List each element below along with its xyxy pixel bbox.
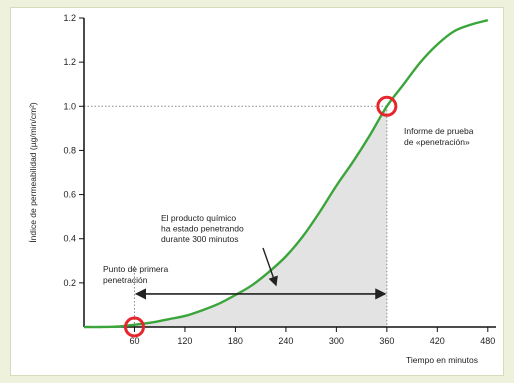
x-tick-label: 360 — [379, 336, 394, 346]
shaded-penetration-area — [134, 106, 387, 328]
y-tick-label: 1.2 — [63, 13, 76, 23]
duration-label: ha estado penetrando — [161, 224, 244, 234]
duration-label: durante 300 minutos — [161, 234, 239, 244]
duration-pointer-arrow — [262, 247, 278, 287]
x-axis-label: Tiempo en minutos — [406, 355, 478, 365]
x-tick-label: 60 — [129, 336, 139, 346]
y-tick-label: 0.2 — [63, 278, 76, 288]
permeability-curve — [83, 19, 489, 329]
y-tick-label: 0.4 — [63, 234, 76, 244]
x-tick-label: 420 — [430, 336, 445, 346]
first-penetration-label: penetración — [103, 275, 148, 285]
y-tick-label: 0.8 — [63, 145, 76, 155]
highlight-circle-marker — [123, 316, 145, 338]
report-label: Informe de prueba — [404, 126, 474, 136]
y-tick-label: 0.6 — [63, 190, 76, 200]
report-label: de «penetración» — [404, 137, 470, 147]
x-tick-label: 480 — [480, 336, 495, 346]
x-tick-label: 120 — [177, 336, 192, 346]
highlight-circle-marker — [376, 95, 398, 117]
chart-frame: 60 120 180 240 300 360 420 480 0.2 0.4 0.6 0.8 1.0 1.… — [10, 7, 504, 376]
y-axis-label: Índice de permeabilidad (µg/min/cm²) — [28, 102, 38, 243]
y-tick-label: 1.2 — [63, 57, 76, 67]
x-tick-label: 300 — [329, 336, 344, 346]
x-tick-label: 240 — [278, 336, 293, 346]
x-tick-label: 180 — [228, 336, 243, 346]
duration-label: El producto químico — [161, 213, 236, 223]
permeability-chart: 60 120 180 240 300 360 420 480 0.2 0.4 0.6 0.8 1.0 1.… — [28, 13, 496, 365]
first-penetration-label: Punto de primera — [103, 264, 168, 274]
y-tick-label: 1.0 — [63, 101, 76, 111]
